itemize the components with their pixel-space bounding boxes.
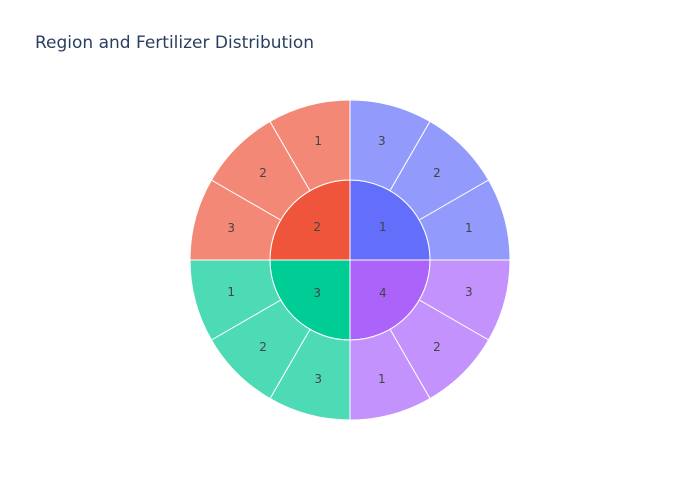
fertilizer-label-4-3: 3 bbox=[465, 285, 473, 299]
fertilizer-label-2-2: 2 bbox=[259, 166, 267, 180]
region-label-2: 2 bbox=[313, 220, 321, 234]
region-label-4: 4 bbox=[379, 286, 387, 300]
fertilizer-label-3-2: 2 bbox=[259, 340, 267, 354]
fertilizer-label-4-2: 2 bbox=[433, 340, 441, 354]
fertilizer-label-4-1: 1 bbox=[378, 372, 386, 386]
region-label-3: 3 bbox=[313, 286, 321, 300]
fertilizer-sector-2-1[interactable] bbox=[269, 99, 351, 192]
fertilizer-label-3-3: 3 bbox=[314, 372, 322, 386]
fertilizer-label-3-1: 1 bbox=[227, 285, 235, 299]
chart-title: Region and Fertilizer Distribution bbox=[35, 33, 315, 53]
fertilizer-label-2-1: 1 bbox=[314, 134, 322, 148]
fertilizer-label-2-3: 3 bbox=[227, 221, 235, 235]
region-label-1: 1 bbox=[379, 220, 387, 234]
fertilizer-label-1-3: 3 bbox=[378, 134, 386, 148]
fertilizer-label-1-2: 2 bbox=[433, 166, 441, 180]
fertilizer-label-1-1: 1 bbox=[465, 221, 473, 235]
